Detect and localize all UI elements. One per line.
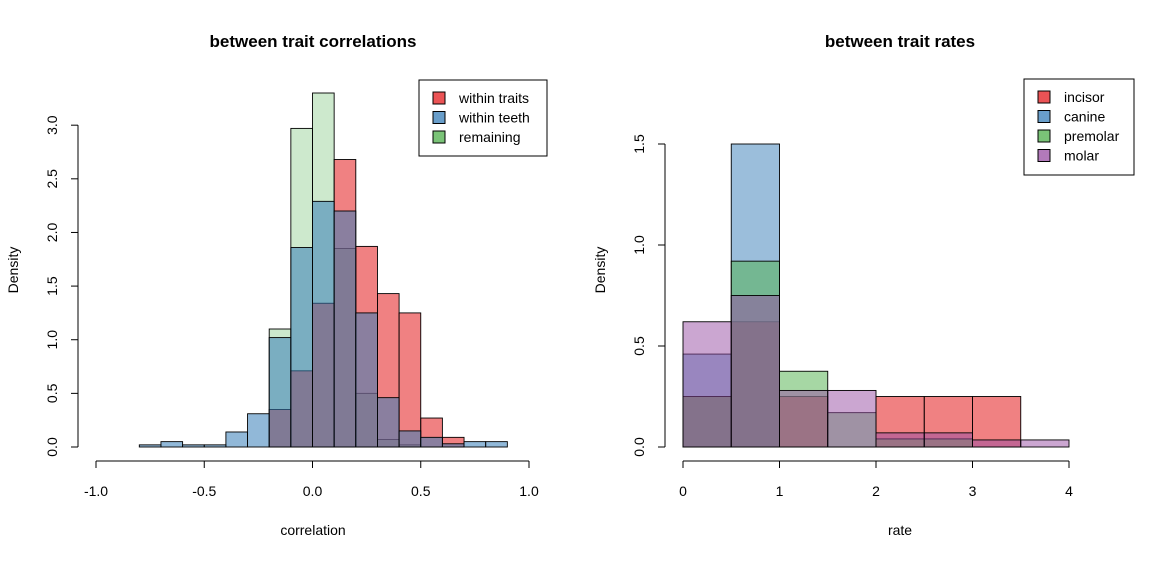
bar-molar-6 <box>972 439 1022 448</box>
y-tick-label: 0.5 <box>44 383 60 403</box>
legend-label: remaining <box>459 129 520 145</box>
y-tick-label: 0.0 <box>44 437 60 457</box>
bar-within-teeth-9 <box>333 210 357 448</box>
x-tick-label: -0.5 <box>192 483 216 499</box>
y-tick-label: 1.5 <box>631 134 647 154</box>
y-tick-label: 0.5 <box>631 336 647 356</box>
bar-within-teeth-5 <box>247 413 270 448</box>
legend-swatch <box>432 91 446 105</box>
y-axis-label: Density <box>5 247 21 294</box>
y-axis: 0.0 0.5 1.0 1.5 <box>631 134 666 457</box>
x-tick-label: -1.0 <box>84 483 108 499</box>
bar-molar-4 <box>875 432 925 448</box>
y-tick-label: 2.5 <box>44 169 60 189</box>
y-tick-label: 1.0 <box>44 330 60 350</box>
bar-within-teeth-8 <box>312 200 335 448</box>
y-tick-label: 1.0 <box>631 235 647 255</box>
bar-within-teeth-16 <box>485 441 508 448</box>
y-tick-label: 2.0 <box>44 223 60 243</box>
x-axis-label: correlation <box>280 522 345 538</box>
bar-within-teeth-4 <box>225 431 248 448</box>
x-axis: -1.0 -0.5 0.0 0.5 1.0 <box>84 460 539 499</box>
y-axis-label: Density <box>592 247 608 294</box>
x-tick-label: 0.5 <box>411 483 431 499</box>
bars-group <box>138 92 508 448</box>
bar-within-teeth-0 <box>138 444 162 448</box>
bar-within-teeth-6 <box>268 337 292 448</box>
bar-within-traits-6 <box>398 312 422 448</box>
panel-title: between trait correlations <box>210 32 417 51</box>
bar-molar-7 <box>1020 439 1070 448</box>
x-tick-label: 1 <box>776 483 784 499</box>
legend: within traits within teeth remaining <box>418 79 548 157</box>
x-tick-label: 3 <box>969 483 977 499</box>
bar-within-teeth-11 <box>377 397 400 448</box>
legend-label: molar <box>1064 148 1099 164</box>
x-tick-label: 1.0 <box>519 483 539 499</box>
panel-title: between trait rates <box>825 32 975 51</box>
x-tick-label: 2 <box>872 483 880 499</box>
y-tick-label: 0.0 <box>631 437 647 457</box>
legend-label: canine <box>1064 109 1105 125</box>
bars-group <box>682 143 1070 448</box>
legend-swatch <box>1037 110 1051 123</box>
x-tick-label: 0 <box>679 483 687 499</box>
legend-label: within teeth <box>458 110 530 126</box>
y-axis: 0.0 0.5 1.0 1.5 2.0 2.5 3.0 <box>44 115 79 457</box>
y-tick-label: 1.5 <box>44 276 60 296</box>
panel-rates: between trait rates rate Density 0 1 2 3 4 0… <box>592 32 1135 538</box>
y-tick-label: 3.0 <box>44 115 60 135</box>
legend-label: premolar <box>1064 128 1120 144</box>
x-axis: 0 1 2 3 4 <box>679 460 1073 499</box>
bar-within-teeth-7 <box>290 247 313 448</box>
bar-molar-1 <box>730 295 780 448</box>
legend-swatch <box>1037 90 1051 104</box>
legend-label: within traits <box>458 90 529 106</box>
x-tick-label: 4 <box>1065 483 1073 499</box>
legend-swatch <box>1037 149 1051 162</box>
panel-correlations: between trait correlations correlation D… <box>5 32 548 538</box>
legend-swatch <box>432 111 446 124</box>
bar-within-teeth-12 <box>398 430 422 448</box>
bar-within-teeth-10 <box>355 312 378 448</box>
legend: incisor canine premolar molar <box>1023 78 1135 176</box>
bar-molar-3 <box>827 389 877 448</box>
bar-molar-2 <box>779 389 829 448</box>
bar-molar-0 <box>682 321 732 448</box>
legend-label: incisor <box>1064 89 1105 105</box>
bar-within-teeth-2 <box>182 444 205 448</box>
bar-within-teeth-14 <box>441 443 465 448</box>
bar-within-teeth-15 <box>463 441 487 448</box>
bar-within-teeth-3 <box>203 444 227 448</box>
bar-within-teeth-13 <box>420 436 443 448</box>
legend-swatch <box>1037 129 1051 143</box>
x-axis-label: rate <box>888 522 912 538</box>
x-tick-label: 0.0 <box>303 483 323 499</box>
bar-within-teeth-1 <box>160 441 184 448</box>
bar-incisor-5 <box>972 396 1022 448</box>
bar-molar-5 <box>923 432 973 448</box>
legend-swatch <box>432 130 446 144</box>
